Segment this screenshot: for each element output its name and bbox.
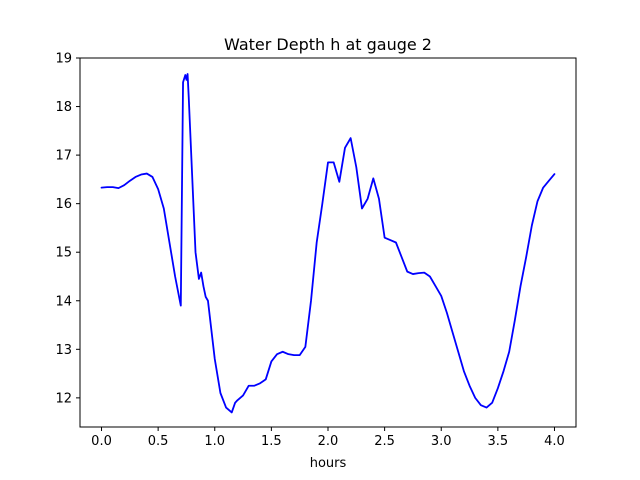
- plot-area: 0.0 0.5 1.0 1.5 2.0 2.5 3.0 3.5 4.0 12 13 14 15 16 17 1…: [55, 52, 577, 449]
- y-tick-label: 16: [55, 197, 72, 212]
- y-tick-label: 14: [55, 294, 72, 309]
- axes-frame: [79, 57, 577, 428]
- x-tick-label: 4.0: [544, 434, 565, 449]
- y-tick-label: 19: [55, 52, 72, 67]
- y-tick-label: 18: [55, 100, 72, 115]
- y-tick-label: 15: [55, 246, 72, 261]
- x-tick-label: 1.5: [261, 434, 282, 449]
- x-tick-label: 2.5: [374, 434, 395, 449]
- series-line-0: [100, 73, 556, 414]
- y-tick-label: 13: [55, 343, 72, 358]
- y-tick-label: 12: [55, 391, 72, 406]
- y-tick-label: 17: [55, 149, 72, 164]
- x-tick-label: 3.5: [488, 434, 509, 449]
- x-tick-label: 2.0: [318, 434, 339, 449]
- x-tick-label: 3.0: [431, 434, 452, 449]
- x-tick-label: 0.5: [148, 434, 169, 449]
- x-tick-label: 1.0: [204, 434, 225, 449]
- x-axis-label: hours: [310, 456, 347, 471]
- x-tick-label: 0.0: [91, 434, 112, 449]
- chart-title: Water Depth h at gauge 2: [224, 35, 432, 54]
